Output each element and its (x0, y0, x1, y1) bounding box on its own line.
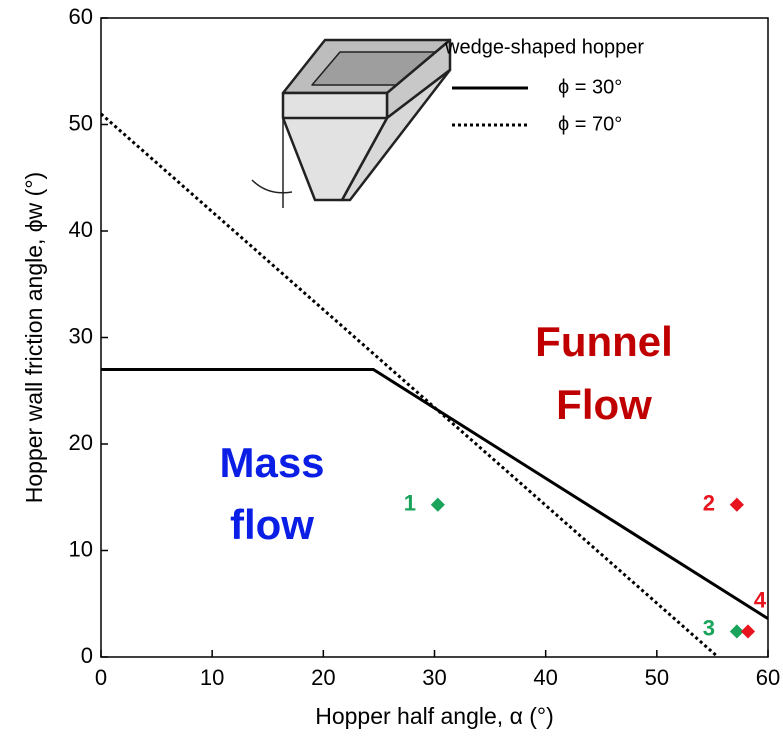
point-label: 1 (404, 491, 416, 516)
point-label: 2 (703, 491, 715, 516)
x-tick-label: 50 (645, 665, 669, 690)
point (430, 497, 445, 512)
point (729, 497, 744, 512)
legend-label: ϕ = 30° (558, 76, 622, 98)
x-tick-label: 10 (200, 665, 224, 690)
annotation: Flow (556, 381, 652, 428)
x-tick-label: 40 (533, 665, 557, 690)
legend-title: wedge-shaped hopper (444, 36, 644, 58)
x-tick-label: 30 (422, 665, 446, 690)
y-tick-label: 50 (69, 110, 93, 135)
x-tick-label: 60 (756, 665, 780, 690)
y-tick-label: 30 (69, 323, 93, 348)
x-tick-label: 20 (311, 665, 335, 690)
y-tick-label: 60 (69, 4, 93, 29)
hopper-diagram (251, 38, 452, 208)
y-axis-label: Hopper wall friction angle, ϕw (°) (21, 172, 47, 503)
point-label: 4 (754, 587, 767, 612)
x-axis-label: Hopper half angle, α (°) (315, 703, 554, 729)
y-tick-label: 20 (69, 430, 93, 455)
angle-arc (251, 179, 293, 194)
point (740, 624, 756, 639)
y-tick-label: 10 (69, 536, 93, 561)
point-label: 3 (703, 615, 715, 640)
annotation: Mass (219, 439, 324, 486)
y-tick-label: 0 (81, 643, 93, 668)
hopper-front (281, 91, 389, 202)
annotation: flow (230, 501, 314, 548)
point (729, 624, 744, 639)
series-line (101, 367, 769, 620)
legend-label: ϕ = 70° (558, 113, 622, 135)
series-line (100, 112, 719, 659)
annotation: Funnel (535, 318, 673, 365)
y-tick-label: 40 (69, 217, 93, 242)
x-tick-label: 0 (95, 665, 107, 690)
